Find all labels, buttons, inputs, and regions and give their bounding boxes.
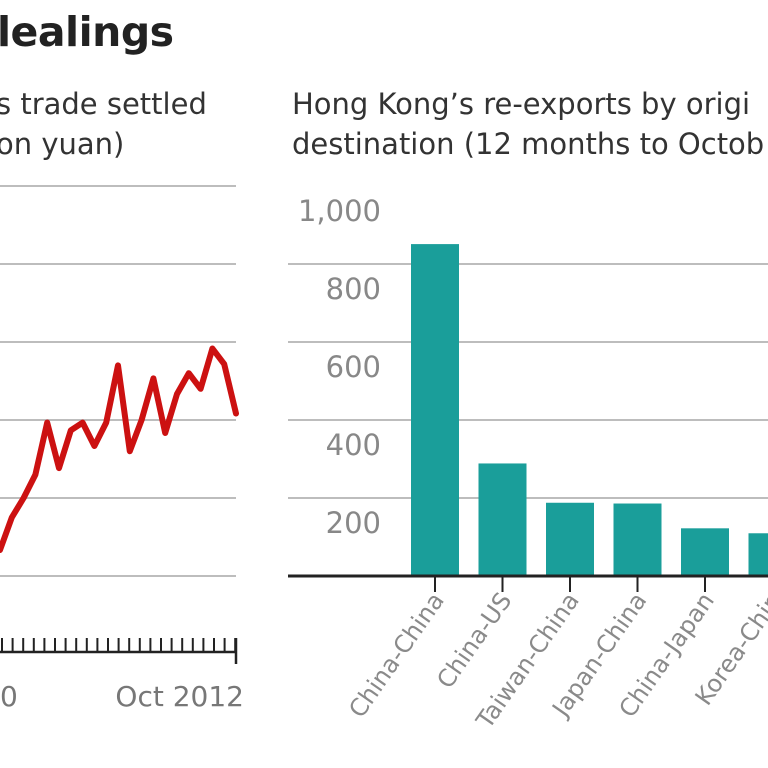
bar-chart-y-tick-label: 400 — [326, 428, 381, 462]
line-chart-x-ticks — [1, 638, 238, 664]
line-chart-x-tick-label: Oct 2012 — [115, 680, 244, 713]
bar — [478, 463, 527, 576]
bar-chart-y-tick-label: 600 — [326, 350, 381, 384]
bar-chart-category-labels: China-ChinaChina-USTaiwan-ChinaJapan-Chi… — [343, 576, 768, 734]
bar — [748, 533, 768, 576]
left-chart-title-line-2: on yuan) — [0, 127, 125, 161]
bar-chart-y-tick-label: 200 — [326, 506, 381, 540]
bar-chart-category-label: China-China — [343, 587, 450, 722]
bar — [613, 503, 662, 576]
headline: lealings — [0, 8, 174, 56]
right-chart-title-line-2: destination (12 months to Octob — [292, 127, 765, 161]
bar-chart-y-tick-label: 800 — [326, 272, 381, 306]
bar-chart-bars — [411, 244, 768, 576]
line-chart: 0 Oct 2012 — [0, 185, 244, 713]
bar-chart-y-tick-labels: 1,000 800 600 400 200 — [298, 194, 381, 540]
bar — [546, 502, 594, 576]
line-series — [0, 345, 239, 553]
left-chart-title-line-1: s trade settled — [0, 87, 207, 121]
line-chart-gridlines — [0, 185, 236, 577]
right-chart-title-line-1: Hong Kong’s re-exports by origi — [292, 87, 751, 121]
line-chart-x-tick-label: 0 — [0, 680, 18, 713]
left-chart-title: s trade settled on yuan) — [0, 84, 207, 164]
bar-chart-y-tick-label: 1,000 — [298, 194, 381, 228]
bar — [681, 528, 729, 576]
right-chart-title: Hong Kong’s re-exports by origi destinat… — [292, 84, 764, 164]
bar — [411, 244, 459, 576]
